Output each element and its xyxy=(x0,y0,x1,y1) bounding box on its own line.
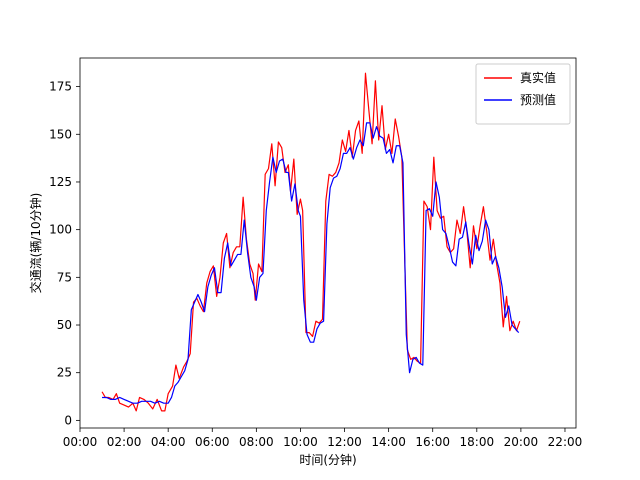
series-line-1 xyxy=(101,72,521,412)
y-tick-label: 75 xyxy=(57,270,72,284)
legend-label: 预测值 xyxy=(520,92,556,107)
x-tick-label: 10:00 xyxy=(283,435,318,449)
x-axis-label: 时间(分钟) xyxy=(299,452,356,467)
x-tick-label: 00:00 xyxy=(63,435,98,449)
x-tick-label: 02:00 xyxy=(107,435,142,449)
y-tick-label: 150 xyxy=(49,127,72,141)
x-tick-label: 16:00 xyxy=(415,435,450,449)
y-tick-label: 25 xyxy=(57,366,72,380)
series-layer xyxy=(101,72,521,412)
plot-frame xyxy=(79,57,577,429)
y-tick-label: 50 xyxy=(57,318,72,332)
x-tick-label: 12:00 xyxy=(327,435,362,449)
y-tick-label: 175 xyxy=(49,80,72,94)
x-tick-label: 14:00 xyxy=(371,435,406,449)
x-tick-label: 08:00 xyxy=(239,435,274,449)
x-tick-label: 20:00 xyxy=(504,435,539,449)
x-tick-label: 18:00 xyxy=(460,435,495,449)
legend-label: 真实值 xyxy=(520,70,556,85)
y-tick-label: 100 xyxy=(49,223,72,237)
y-tick-label: 0 xyxy=(64,413,72,427)
series-line-2 xyxy=(102,122,520,404)
y-axis-label: 交通流(辆/10分钟) xyxy=(28,193,43,294)
x-tick-label: 04:00 xyxy=(151,435,186,449)
y-axis: 0 25 50 75 100 125 150 175 xyxy=(49,80,80,427)
x-axis: 00:00 02:00 04:00 06:00 08:00 10:00 12:00 14:00… xyxy=(63,428,583,449)
y-tick-label: 125 xyxy=(49,175,72,189)
x-tick-label: 22:00 xyxy=(548,435,583,449)
legend-box xyxy=(475,63,571,125)
x-tick-label: 06:00 xyxy=(195,435,230,449)
